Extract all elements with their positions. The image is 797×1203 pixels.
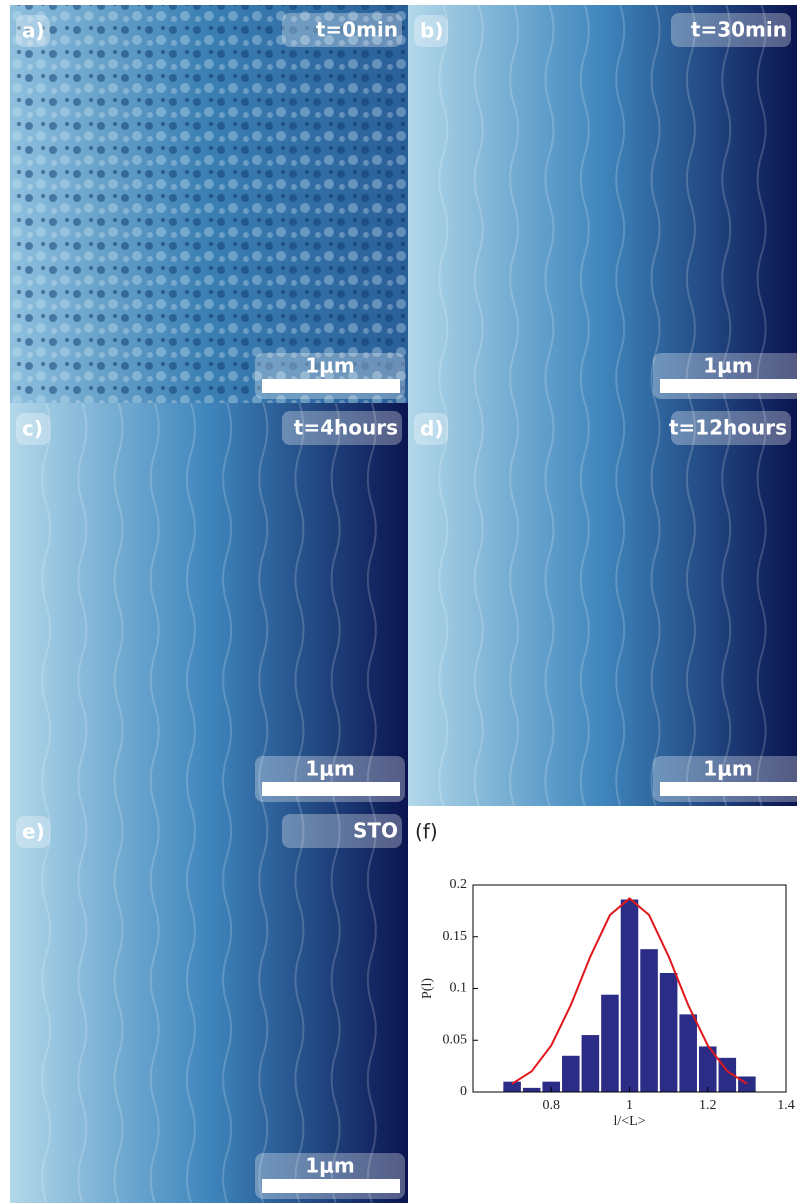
y-tick-label: 0.15 bbox=[443, 929, 468, 944]
time-label: t=4hours bbox=[294, 416, 398, 440]
y-tick-label: 0 bbox=[460, 1084, 467, 1099]
bar bbox=[640, 949, 658, 1092]
panel-label: (f) bbox=[415, 820, 438, 844]
scale-label: 1μm bbox=[703, 757, 752, 781]
bar bbox=[582, 1035, 600, 1092]
panel-label: a) bbox=[22, 19, 45, 43]
scale-bar bbox=[660, 379, 797, 393]
x-tick-label: 1.4 bbox=[777, 1098, 795, 1113]
panel-label: c) bbox=[22, 417, 43, 441]
time-label: t=30min bbox=[691, 18, 787, 42]
panels: a) t=0min 1μm b) t=30min 1μm c) t=4hours 1μm d) t=… bbox=[10, 5, 797, 1203]
afm-image bbox=[408, 5, 797, 403]
afm-image bbox=[408, 403, 797, 806]
scale-bar bbox=[262, 1179, 400, 1193]
bar bbox=[601, 995, 619, 1092]
panel-label: b) bbox=[420, 19, 443, 43]
histogram: (f) 0 0.05 0.1 0.15 0.2 0.8 1 1.2 1.4 l/<L> P(l) bbox=[415, 820, 795, 1130]
time-label: t=0min bbox=[316, 18, 398, 42]
x-tick-label: 1.2 bbox=[699, 1098, 717, 1113]
afm-texture bbox=[10, 5, 408, 403]
bar bbox=[679, 1014, 697, 1092]
y-tick-label: 0.2 bbox=[450, 877, 468, 892]
y-tick-label: 0.05 bbox=[443, 1032, 468, 1047]
afm-image bbox=[10, 403, 408, 806]
panel-label: e) bbox=[22, 820, 45, 844]
time-label: STO bbox=[353, 819, 398, 843]
scale-label: 1μm bbox=[305, 757, 354, 781]
y-tick-label: 0.1 bbox=[450, 981, 468, 996]
scale-bar bbox=[262, 782, 400, 796]
bar bbox=[523, 1088, 541, 1092]
y-axis-label: P(l) bbox=[420, 978, 435, 999]
figure: a) t=0min 1μm b) t=30min 1μm c) t=4hours 1μm d) t=… bbox=[0, 0, 797, 1203]
scale-bar bbox=[262, 379, 400, 393]
x-tick-label: 1 bbox=[626, 1098, 633, 1113]
panel-label: d) bbox=[420, 417, 443, 441]
x-axis-label: l/<L> bbox=[613, 1114, 645, 1129]
bar bbox=[660, 973, 678, 1092]
scale-bar bbox=[660, 782, 797, 796]
bar bbox=[621, 899, 639, 1092]
afm-image bbox=[10, 806, 408, 1203]
time-label: t=12hours bbox=[669, 416, 787, 440]
scale-label: 1μm bbox=[305, 354, 354, 378]
x-tick-label: 0.8 bbox=[543, 1098, 561, 1113]
scale-label: 1μm bbox=[703, 354, 752, 378]
bar bbox=[562, 1056, 580, 1092]
scale-label: 1μm bbox=[305, 1154, 354, 1178]
